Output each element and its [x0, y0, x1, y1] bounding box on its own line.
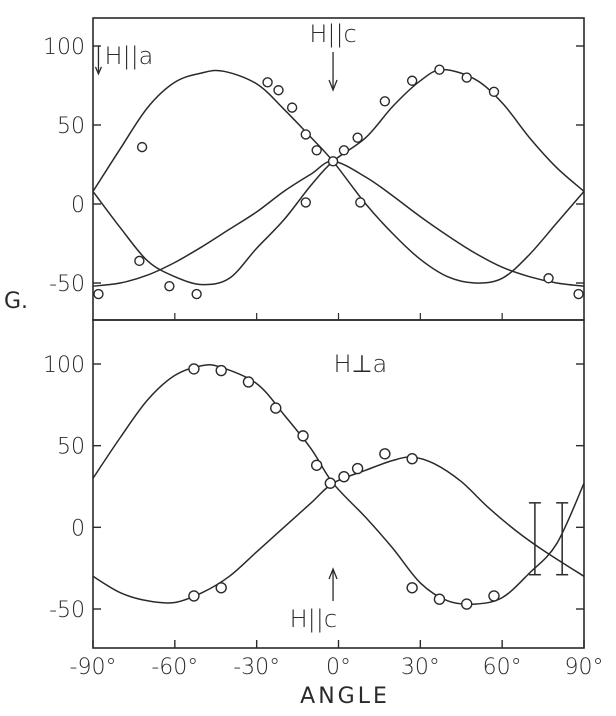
- x-tick-label: 0°: [326, 655, 351, 680]
- x-tick-label: -90°: [70, 655, 117, 680]
- data-point: [543, 273, 554, 284]
- error-bar: [556, 502, 569, 576]
- data-point: [93, 288, 104, 300]
- bottom-curves: [92, 364, 585, 606]
- y-tick-label: 50: [57, 114, 85, 139]
- data-point: [355, 197, 366, 208]
- annotation-label: H⊥a: [333, 350, 387, 378]
- fit-curve: [92, 68, 585, 286]
- data-point: [488, 86, 500, 98]
- data-point: [352, 132, 363, 143]
- data-point: [310, 459, 323, 471]
- data-point: [488, 590, 500, 602]
- annotation-label: H||c: [309, 20, 356, 48]
- data-point: [573, 288, 584, 300]
- y-tick-label: -50: [49, 272, 85, 297]
- x-tick-label: 30°: [401, 655, 440, 680]
- bottom-points: [188, 363, 569, 610]
- data-point: [327, 156, 339, 167]
- fit-curve: [92, 364, 585, 606]
- y-tick-label: 100: [43, 35, 85, 60]
- annotation-label: H||c: [290, 605, 337, 633]
- bottom-annotations: H⊥a H||c: [290, 350, 388, 633]
- data-point: [338, 145, 350, 156]
- y-tick-label: -50: [49, 598, 85, 623]
- data-point: [270, 402, 282, 414]
- y-axis-label: G.: [4, 289, 28, 314]
- data-point: [136, 141, 148, 153]
- x-axis-label: ANGLE: [300, 684, 390, 709]
- y-tick-label: 0: [71, 193, 85, 218]
- y-tick-label: 50: [57, 435, 85, 460]
- top-panel: 100 50 0 -50 H||a H||c: [43, 17, 585, 321]
- data-point: [286, 102, 298, 113]
- fit-curve: [92, 160, 585, 287]
- data-point: [351, 462, 364, 475]
- top-curves: [92, 68, 585, 287]
- data-point: [164, 280, 175, 292]
- fit-curve: [92, 69, 585, 284]
- data-point: [297, 430, 309, 442]
- bottom-panel: 100 50 0 -50 -90° -60° -30° 0° 30° 60° 90° H⊥a H||c: [43, 319, 604, 680]
- data-point: [433, 593, 446, 605]
- fit-curve: [92, 456, 585, 604]
- data-point: [406, 582, 418, 594]
- data-point: [242, 376, 255, 388]
- x-tick-label: 60°: [483, 655, 522, 680]
- bottom-axes: 100 50 0 -50 -90° -60° -30° 0° 30° 60° 90°: [43, 319, 604, 680]
- data-point: [215, 364, 227, 377]
- y-tick-label: 100: [43, 353, 85, 378]
- annotation: H||c: [290, 567, 338, 633]
- data-point: [262, 77, 273, 88]
- data-point: [300, 197, 311, 208]
- data-point: [134, 255, 145, 267]
- data-point: [461, 72, 472, 83]
- annotation: H||c: [309, 20, 357, 92]
- data-point: [300, 129, 311, 140]
- data-point: [324, 477, 337, 489]
- annotation-label: H||a: [104, 42, 153, 70]
- data-point: [188, 590, 200, 602]
- data-point: [215, 582, 227, 594]
- data-point: [273, 85, 284, 96]
- annotation: H||a: [94, 42, 153, 76]
- data-point: [461, 598, 473, 610]
- data-point: [406, 75, 418, 86]
- data-point: [379, 448, 391, 460]
- data-point: [434, 64, 445, 75]
- x-tick-label: -60°: [151, 655, 198, 680]
- data-point: [379, 96, 391, 107]
- x-tick-label: 90°: [565, 655, 604, 680]
- data-point: [188, 363, 200, 375]
- data-point: [338, 471, 350, 483]
- data-point: [406, 453, 418, 465]
- error-bar: [528, 502, 541, 576]
- y-tick-label: 0: [71, 516, 85, 541]
- x-tick-label: -30°: [233, 655, 280, 680]
- data-point: [191, 288, 202, 300]
- top-annotations: H||a H||c: [94, 20, 357, 92]
- data-point: [311, 145, 322, 156]
- top-points: [93, 64, 584, 300]
- annotation: H⊥a: [333, 350, 387, 378]
